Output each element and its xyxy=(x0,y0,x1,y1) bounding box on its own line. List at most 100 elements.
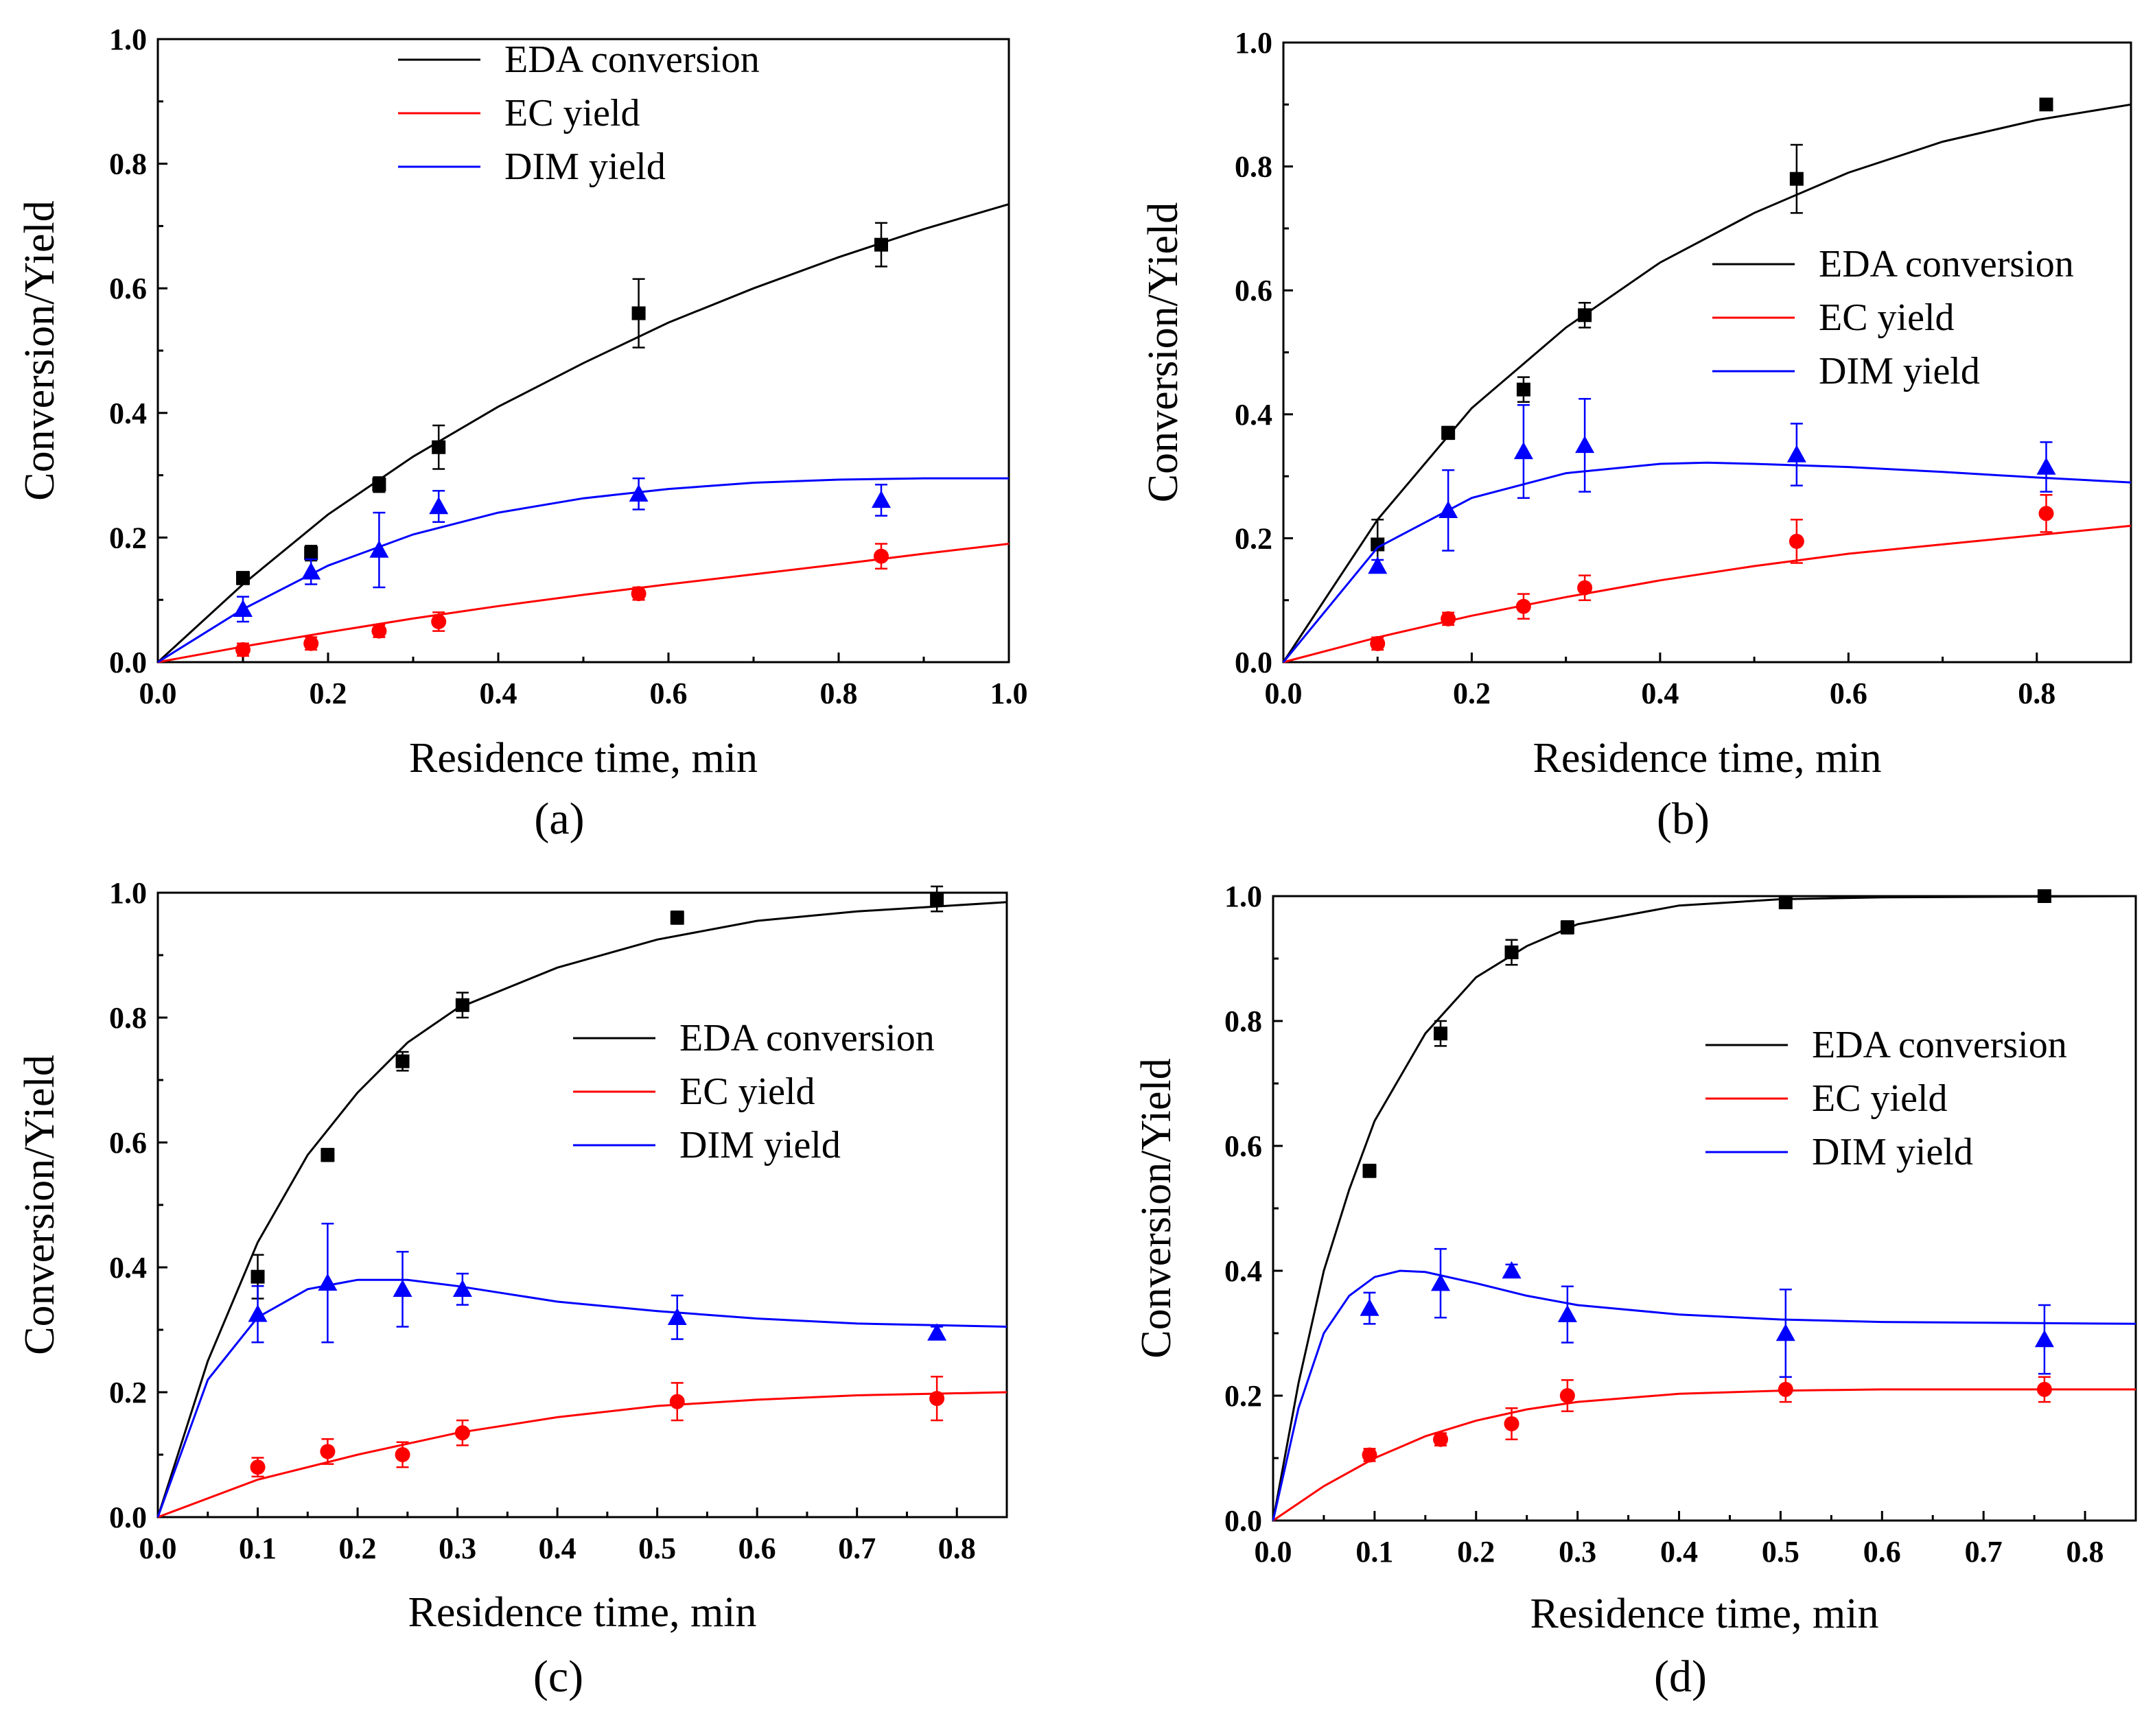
data-point xyxy=(250,1459,266,1475)
data-point xyxy=(321,1148,335,1162)
fit-curve xyxy=(156,901,1007,1518)
y-tick-label: 0.0 xyxy=(109,646,147,679)
legend-label: DIM yield xyxy=(504,145,666,188)
plot-frame xyxy=(1282,41,2132,664)
fit-curve xyxy=(1272,1269,2136,1521)
legend-label: EDA conversion xyxy=(1819,243,2074,285)
data-point xyxy=(1778,1381,1793,1397)
data-point xyxy=(2038,506,2054,521)
data-point xyxy=(631,586,646,602)
series-eda-conversion xyxy=(156,885,1007,1518)
data-point xyxy=(874,237,888,252)
data-point xyxy=(1560,920,1574,935)
y-tick-label: 0.0 xyxy=(1235,646,1272,679)
data-point xyxy=(429,497,449,515)
fit-curve xyxy=(157,1391,1007,1518)
data-point xyxy=(431,613,447,629)
x-tick-label: 0.5 xyxy=(638,1532,676,1565)
panel-label: (c) xyxy=(533,1652,583,1702)
data-point xyxy=(1362,1447,1377,1463)
series-eda-conversion xyxy=(1272,889,2136,1521)
data-point xyxy=(670,911,684,925)
legend-label: DIM yield xyxy=(1812,1131,1973,1173)
data-point xyxy=(320,1444,336,1459)
panel-label: (b) xyxy=(1657,794,1710,844)
legend-label: EC yield xyxy=(1819,296,1955,339)
series-ec-yield xyxy=(157,543,1010,664)
x-tick-label: 0.8 xyxy=(2066,1535,2104,1569)
data-point xyxy=(1502,1261,1522,1279)
data-point xyxy=(236,571,250,585)
y-tick-label: 1.0 xyxy=(1235,26,1272,60)
x-tick-label: 0.2 xyxy=(1453,677,1491,710)
data-point xyxy=(235,642,251,657)
y-tick-label: 0.8 xyxy=(109,1001,147,1035)
data-point xyxy=(929,1391,945,1407)
legend-label: DIM yield xyxy=(679,1124,841,1166)
x-tick-label: 0.0 xyxy=(139,677,177,710)
data-point xyxy=(1371,537,1385,552)
x-tick-label: 0.8 xyxy=(820,677,858,710)
y-tick-label: 0.0 xyxy=(1224,1504,1262,1538)
fit-curve xyxy=(156,1278,1007,1518)
data-point xyxy=(2039,97,2053,112)
panel-b: 0.0 0.2 0.4 0.6 0.8 0.0 0.2 0.4 0.6 0.8 1.0 Residen… xyxy=(1140,26,2132,844)
data-point xyxy=(1362,1164,1377,1178)
data-point xyxy=(1786,445,1806,462)
x-tick-label: 0.2 xyxy=(310,677,347,710)
data-point xyxy=(1441,425,1456,440)
y-tick-label: 0.2 xyxy=(109,1376,147,1409)
data-point xyxy=(1789,172,1804,186)
y-tick-label: 0.0 xyxy=(109,1501,147,1534)
x-tick-label: 0.6 xyxy=(650,677,688,710)
data-point xyxy=(369,540,389,558)
y-tick-label: 0.4 xyxy=(1235,398,1272,432)
data-point xyxy=(1513,441,1533,460)
data-point xyxy=(1578,308,1592,322)
data-point xyxy=(1557,1304,1577,1322)
fit-curve xyxy=(1272,895,2136,1521)
data-point xyxy=(395,1054,410,1068)
data-point xyxy=(251,1269,265,1284)
y-tick-label: 0.4 xyxy=(109,397,147,430)
data-point xyxy=(1504,1416,1519,1431)
data-point xyxy=(1441,611,1456,626)
series-eda-conversion xyxy=(1282,97,2132,663)
y-tick-label: 0.6 xyxy=(109,272,147,305)
panel-a: 0.0 0.2 0.4 0.6 0.8 1.0 0.0 0.2 0.4 0.6 0.8 1.0 Resi… xyxy=(16,23,1028,844)
x-tick-label: 0.6 xyxy=(1830,677,1867,710)
data-point xyxy=(1360,1298,1379,1316)
legend-label: DIM yield xyxy=(1819,350,1980,392)
series-ec-yield xyxy=(1283,493,2132,664)
x-tick-label: 0.1 xyxy=(1355,1535,1393,1569)
fit-curve xyxy=(1283,524,2132,664)
y-tick-label: 0.6 xyxy=(109,1126,147,1160)
legend-label: EC yield xyxy=(679,1070,815,1113)
y-tick-label: 1.0 xyxy=(109,876,147,910)
panel-label: (d) xyxy=(1654,1652,1707,1702)
x-tick-label: 0.7 xyxy=(838,1532,876,1565)
data-point xyxy=(2036,1381,2052,1397)
data-point xyxy=(1516,382,1530,397)
fit-curve xyxy=(157,477,1009,664)
x-tick-label: 0.4 xyxy=(1660,1535,1698,1569)
data-point xyxy=(631,306,646,320)
series-dim-yield xyxy=(156,1223,1007,1518)
x-tick-label: 0.5 xyxy=(1762,1535,1799,1569)
data-point xyxy=(874,548,889,564)
y-axis-title: Conversion/Yield xyxy=(1133,1058,1180,1358)
fit-curve xyxy=(1282,103,2132,663)
data-point xyxy=(2036,457,2056,475)
data-point xyxy=(930,892,944,906)
x-tick-label: 0.2 xyxy=(1457,1535,1495,1569)
legend-label: EC yield xyxy=(1812,1077,1948,1120)
data-point xyxy=(455,998,469,1012)
x-tick-label: 0.1 xyxy=(239,1532,277,1565)
data-point xyxy=(872,490,891,508)
x-tick-label: 0.4 xyxy=(539,1532,576,1565)
data-point xyxy=(452,1279,472,1298)
series-dim-yield xyxy=(1272,1247,2136,1521)
x-tick-label: 0.8 xyxy=(2018,677,2055,710)
y-tick-label: 0.4 xyxy=(1224,1254,1262,1288)
